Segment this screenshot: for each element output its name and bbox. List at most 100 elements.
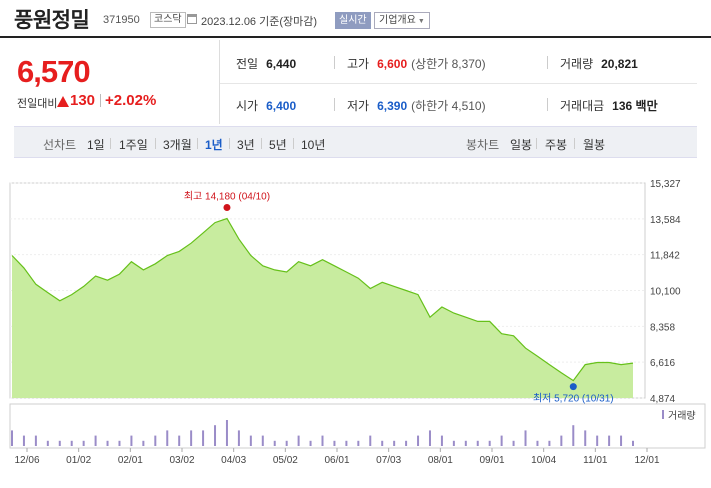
upper-limit: (상한가 8,370) [411,57,486,71]
stock-name: 풍원정밀 [14,9,90,32]
tab-1y[interactable]: 1년 [205,138,223,152]
x-tick-label: 07/03 [376,455,401,466]
lower-limit: (하한가 4,510) [411,99,486,113]
volume-bar [584,430,587,446]
volume-bar [142,440,145,446]
price-area [12,218,633,398]
annotations: 최고 14,180 (04/10) 최저 5,720 (10/31) [184,191,614,405]
low-value: 6,390 [377,99,408,113]
volume-legend: 거래량 [668,410,696,422]
volume-bar [560,435,563,446]
tab-10y[interactable]: 10년 [301,138,326,152]
tab-3y[interactable]: 3년 [237,138,255,152]
tab-weekly[interactable]: 주봉 [545,138,568,152]
volume-bar [106,440,109,446]
low-annotation: 최저 5,720 (10/31) [533,393,614,405]
volume-bar [249,435,252,446]
realtime-button[interactable]: 실시간 [335,12,371,29]
volume-bar [202,430,205,446]
prev-close: 전일 6,440 [236,55,296,72]
amount-value: 136 백만 [612,99,658,113]
open-label: 시가 [236,99,259,113]
high-marker [223,204,231,212]
candle-chart-label: 봉차트 [466,138,500,152]
price-line [11,217,634,382]
x-tick-label: 12/01 [634,455,659,466]
volume-bar [488,440,491,446]
volume-bar [452,440,455,446]
price-chart[interactable]: 15,32713,58411,84210,1008,3586,6164,874 … [0,160,711,488]
quote-panel: 6,570 전일대비 130 +2.02% 전일 6,440 고가 6,600 (상한… [14,40,697,124]
volume-bar [620,435,623,446]
volume-bar [58,440,61,446]
volume-bar [237,430,240,446]
tab-3m[interactable]: 3개월 [163,138,192,152]
tab-monthly[interactable]: 월봉 [583,138,606,152]
up-triangle-icon [57,96,69,107]
volume-bar [381,440,384,446]
x-tick-label: 01/02 [66,455,91,466]
divider [536,138,537,149]
volume-bar [82,440,85,446]
divider [110,138,111,149]
tab-1d[interactable]: 1일 [87,138,105,152]
change-label: 전일대비 [17,98,58,110]
volume-bar [118,440,121,446]
volume-bar [572,425,575,446]
price-summary: 6,570 전일대비 130 +2.02% [14,40,220,124]
x-tick-label: 03/02 [169,455,194,466]
divider [261,138,262,149]
tab-5y[interactable]: 5년 [269,138,287,152]
x-tick-label: 05/02 [273,455,298,466]
volume-bar [369,435,372,446]
volume-bar [417,435,420,446]
x-tick-label: 11/01 [583,455,608,466]
x-tick-label: 10/04 [531,455,556,466]
chevron-down-icon: ▼ [417,18,425,25]
divider [197,138,198,149]
volume-bar [273,440,276,446]
tab-1w[interactable]: 1주일 [119,138,148,152]
volume-bar [321,435,324,446]
volume-bar [261,435,264,446]
volume-bar [357,440,360,446]
y-axis-ticks: 15,327 13,584 11,842 10,100 8,358 6,616 4,874 [650,179,681,405]
x-tick-label: 09/01 [479,455,504,466]
company-overview-label: 기업개요 [379,15,416,26]
volume-bar [190,430,193,446]
volume-bar [297,435,300,446]
volume-bar [464,440,467,446]
x-tick-label: 06/01 [324,455,349,466]
volume-bar [476,440,479,446]
volume-bar [34,435,37,446]
volume: 거래량 20,821 [560,55,638,72]
open-price: 시가 6,400 [236,97,296,114]
volume-bar [500,435,503,446]
volume-bar [11,430,13,446]
x-tick-label: 08/01 [428,455,453,466]
volume-bar [285,440,288,446]
tab-daily[interactable]: 일봉 [510,138,533,152]
current-price: 6,570 [17,54,91,89]
divider [100,94,101,107]
high-label: 고가 [347,57,370,71]
x-axis-ticks: 12/06 01/02 02/01 03/02 04/03 05/02 06/01 07/03… [14,448,660,466]
volume-bar [94,435,97,446]
volume-bar [22,435,25,446]
low-label: 저가 [347,99,370,113]
y-tick-label: 13,584 [650,215,681,226]
high-value: 6,600 [377,57,408,71]
volume-bar [405,440,408,446]
divider [229,138,230,149]
volume-bar [512,440,515,446]
amount-label: 거래대금 [560,99,605,113]
volume-bar [524,430,527,446]
volume-bar [225,420,228,446]
x-tick-label: 12/06 [14,455,39,466]
divider [547,98,548,111]
divider [547,56,548,69]
volume-bar [632,440,634,446]
volume-bar [440,435,443,446]
company-overview-dropdown[interactable]: 기업개요 ▼ [374,12,430,29]
volume-bar [70,440,73,446]
